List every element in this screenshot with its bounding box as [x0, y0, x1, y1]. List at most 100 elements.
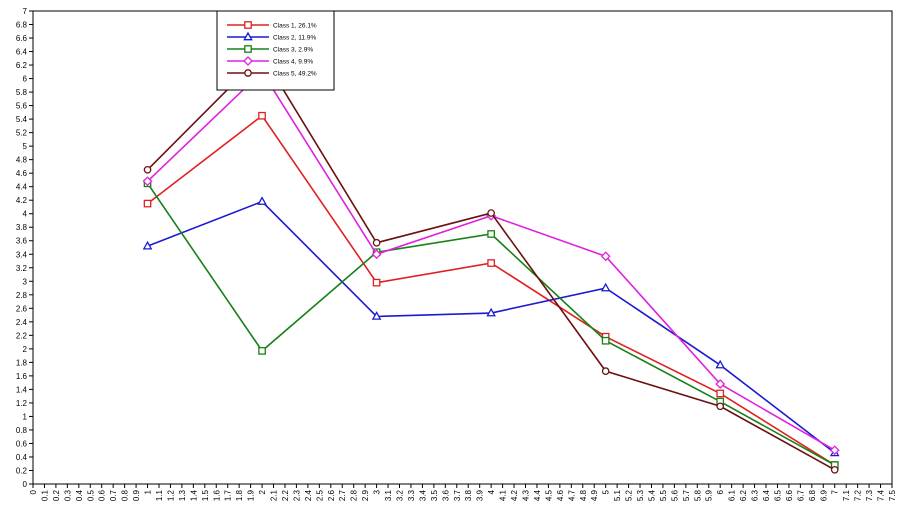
data-point	[600, 282, 611, 292]
x-tick-label: 3.8	[464, 489, 473, 501]
y-tick-label: 2	[23, 345, 28, 354]
x-tick-label: 2.6	[327, 489, 336, 501]
legend-label: Class 5, 49.2%	[273, 71, 317, 78]
x-tick-label: 2.9	[361, 489, 370, 501]
data-point	[143, 165, 152, 174]
x-tick-label: 3	[373, 489, 382, 494]
x-tick-label: 0.5	[86, 489, 95, 501]
y-tick-label: 0.6	[16, 439, 28, 448]
x-tick-label: 5.9	[705, 489, 714, 501]
x-tick-label: 7.2	[854, 489, 863, 501]
x-tick-label: 1	[144, 489, 153, 494]
x-tick-label: 0.7	[109, 489, 118, 501]
x-tick-label: 0.8	[121, 489, 130, 501]
x-tick-label: 6.5	[773, 489, 782, 501]
x-tick-label: 7.4	[877, 489, 886, 501]
x-tick-label: 4.5	[544, 489, 553, 501]
y-tick-label: 6.2	[16, 61, 28, 70]
x-tick-label: 7	[831, 489, 840, 494]
legend-label: Class 2, 11.9%	[273, 35, 316, 42]
y-tick-label: 7	[23, 7, 28, 16]
legend-marker	[243, 31, 253, 41]
y-tick-label: 0.8	[16, 426, 28, 435]
data-point	[142, 240, 153, 250]
y-tick-label: 2.2	[16, 331, 28, 340]
y-tick-label: 3.8	[16, 223, 28, 232]
data-point	[716, 389, 725, 398]
legend-label: Class 4, 9.9%	[273, 59, 313, 66]
data-point	[258, 347, 266, 355]
x-tick-label: 3.1	[384, 489, 393, 501]
y-tick-label: 4	[23, 210, 28, 219]
data-point	[257, 196, 267, 205]
data-point	[829, 445, 840, 456]
y-tick-label: 3.4	[16, 250, 28, 259]
legend-item: Class 4, 9.9%	[227, 56, 313, 66]
x-tick-label: 6.7	[796, 489, 805, 501]
series-3	[143, 179, 839, 469]
legend: Class 1, 26.1% Class 2, 11.9% Class 3, 2.9…	[216, 10, 335, 91]
data-point	[716, 402, 725, 411]
x-tick-label: 5.6	[670, 489, 679, 501]
data-point	[371, 249, 382, 260]
y-tick-label: 4.6	[16, 169, 28, 178]
data-point	[143, 199, 152, 208]
data-point	[600, 251, 611, 262]
x-tick-label: 0.9	[132, 489, 141, 501]
y-tick-label: 6.8	[16, 21, 28, 30]
y-tick-label: 2.6	[16, 304, 28, 313]
x-tick-label: 3.3	[407, 489, 416, 501]
data-point	[601, 336, 610, 345]
x-tick-label: 6	[716, 489, 725, 494]
x-tick-label: 3.2	[396, 489, 405, 501]
y-tick-label: 6	[23, 75, 28, 84]
y-tick-label: 1.4	[16, 385, 28, 394]
x-tick-label: 0.6	[98, 489, 107, 501]
data-point	[715, 379, 726, 389]
legend-label: Class 1, 26.1%	[273, 23, 317, 30]
y-tick-label: 2.4	[16, 318, 28, 327]
y-tick-label: 0.4	[16, 453, 28, 462]
x-tick-label: 6.9	[819, 489, 828, 501]
x-tick-label: 4	[487, 489, 496, 494]
x-tick-label: 4.4	[533, 489, 542, 501]
x-tick-label: 3.5	[430, 489, 439, 501]
data-point	[487, 259, 495, 267]
x-tick-label: 4.2	[510, 489, 519, 501]
x-tick-label: 6.1	[728, 489, 737, 501]
y-tick-label: 6.4	[16, 48, 28, 57]
x-tick-label: 4.8	[579, 489, 588, 501]
legend-marker	[243, 56, 253, 66]
x-tick-label: 3.7	[453, 489, 462, 501]
y-tick-label: 4.4	[16, 183, 28, 192]
x-tick-label: 4.9	[590, 489, 599, 501]
x-tick-label: 6.3	[751, 489, 760, 501]
legend-item: Class 2, 11.9%	[227, 31, 316, 42]
data-point	[830, 465, 839, 474]
x-tick-label: 2.5	[315, 489, 324, 501]
x-tick-label: 3.6	[441, 489, 450, 501]
legend-item: Class 1, 26.1%	[227, 21, 317, 30]
data-point	[487, 230, 495, 238]
x-tick-label: 7.5	[888, 489, 897, 501]
x-tick-label: 1.3	[178, 489, 187, 501]
legend-item: Class 3, 2.9%	[227, 45, 313, 54]
legend-label: Class 3, 2.9%	[273, 47, 313, 54]
x-tick-label: 5.5	[659, 489, 668, 501]
y-tick-label: 2.8	[16, 291, 28, 300]
x-tick-label: 1.4	[189, 489, 198, 501]
x-tick-label: 1.9	[247, 489, 256, 501]
y-tick-label: 3.2	[16, 264, 28, 273]
x-tick-label: 4.7	[567, 489, 576, 501]
y-tick-label: 5.2	[16, 129, 28, 138]
x-tick-label: 0.1	[40, 489, 49, 501]
data-point	[372, 238, 381, 247]
x-tick-label: 2.2	[281, 489, 290, 501]
y-tick-label: 5.4	[16, 115, 28, 124]
x-tick-label: 3.9	[476, 489, 485, 501]
x-tick-label: 3.4	[418, 489, 427, 501]
legend-marker	[244, 21, 252, 29]
plot-frame	[32, 10, 893, 485]
x-tick-label: 6.6	[785, 489, 794, 501]
